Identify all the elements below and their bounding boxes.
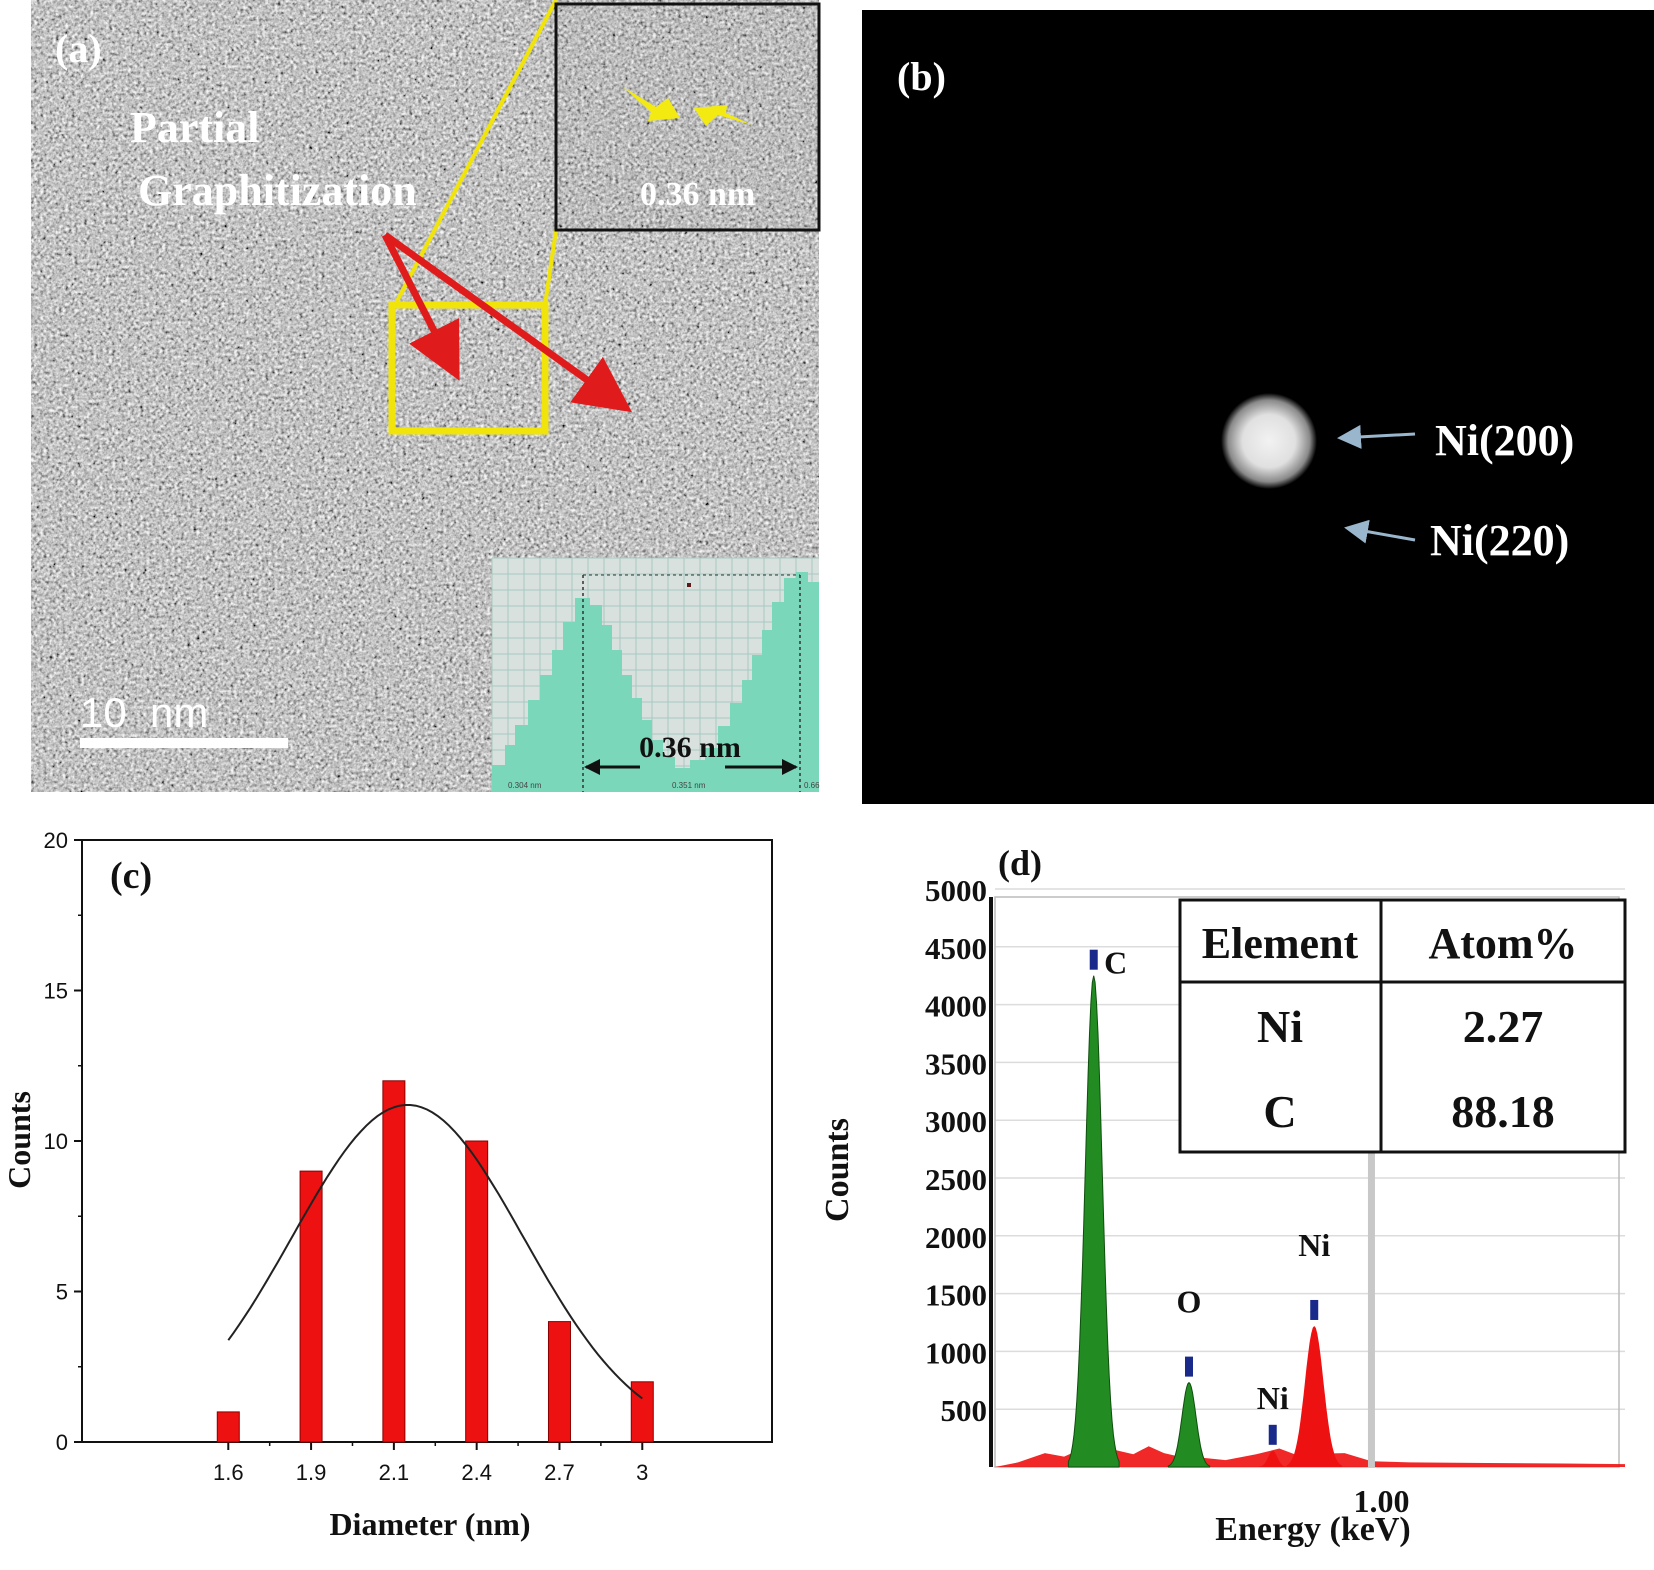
profile-tick-label: 0.351 nm [672, 781, 706, 790]
peak-marker-icon [1089, 949, 1098, 970]
zoom-connector-line [543, 229, 558, 306]
x-axis-label: Energy (keV) [1215, 1511, 1410, 1548]
zoom-connector-line [393, 0, 558, 306]
line-profile-inset: 0.36 nm 0.304 nm 0.351 nm 0.66 [491, 557, 820, 792]
peak-marker-icon [1268, 1424, 1277, 1445]
table-cell: Ni [1257, 1001, 1303, 1052]
spectrum-peak-c [1067, 975, 1120, 1468]
histogram-bar [216, 1411, 240, 1443]
y-tick-label: 3000 [925, 1104, 987, 1139]
x-axis-label: Diameter (nm) [329, 1506, 530, 1542]
y-tick-label: 4000 [925, 989, 987, 1024]
x-tick-label: 1.00 [1353, 1483, 1409, 1519]
annotation-line-1: Partial [130, 103, 260, 152]
y-tick-label: 15 [44, 979, 68, 1004]
yellow-arrow-icon [623, 87, 680, 121]
composition-table: Element Atom% Ni 2.27 C 88.18 [1178, 898, 1627, 1154]
ring-label-ni220: Ni(220) [1430, 516, 1569, 565]
y-tick-label: 5000 [925, 873, 987, 908]
annotation-line-2: Graphitization [138, 166, 417, 215]
histogram-bar [465, 1140, 489, 1443]
profile-marker [687, 583, 691, 587]
zoom-box [388, 301, 549, 435]
table-cell: C [1263, 1086, 1296, 1137]
histogram-bar [299, 1170, 323, 1443]
arrow-right-icon [782, 759, 798, 775]
peak-marker-icon [1184, 1356, 1193, 1377]
red-arrow-icon [381, 233, 460, 381]
table-cell: 88.18 [1451, 1086, 1555, 1137]
peak-label: Ni [1257, 1380, 1289, 1416]
spectrum-peak-ni [1258, 1450, 1287, 1467]
profile-spacing-label: 0.36 nm [639, 731, 741, 764]
x-tick-label: 3 [636, 1460, 648, 1485]
spectrum-peak-ni [1286, 1326, 1342, 1467]
inset-spacing-label: 0.36 nm [640, 176, 755, 213]
line-profile-area [492, 572, 819, 792]
red-arrow-icon [382, 232, 633, 413]
y-tick-label: 500 [941, 1393, 988, 1428]
panel-c-label: (c) [110, 855, 152, 897]
arrow-left-icon [584, 759, 600, 775]
histogram-bar [630, 1381, 654, 1443]
gaussian-fit-line [227, 1104, 643, 1400]
table-cell: 2.27 [1463, 1001, 1544, 1052]
y-axis-label: Counts [819, 1118, 856, 1222]
peak-marker-icon [1310, 1299, 1319, 1320]
y-tick-label: 10 [44, 1129, 68, 1154]
panel-a: (a) Partial Graphitization 0.36 nm 10 nm [31, 0, 821, 792]
y-tick-label: 2500 [925, 1162, 987, 1197]
scale-bar-label: 10 nm [80, 689, 208, 736]
histogram-bar [547, 1321, 571, 1443]
panel-c: (c) 0 5 10 15 20 1.6 1.9 2.1 2.4 2.7 3 Diameter (… [1, 828, 773, 1542]
profile-tick-label: 0.304 nm [508, 781, 542, 790]
ring-label-ni200: Ni(200) [1435, 416, 1574, 465]
diffraction-spot [1221, 393, 1317, 489]
scale-bar [80, 738, 288, 748]
table-header: Element [1202, 919, 1359, 968]
histogram-bar [382, 1080, 406, 1443]
peak-label: C [1104, 945, 1127, 981]
panel-b-label: (b) [897, 54, 946, 99]
y-tick-label: 1500 [925, 1278, 987, 1313]
x-tick-label: 2.7 [544, 1460, 575, 1485]
ring-arrow-icon [1344, 519, 1416, 544]
x-tick-label: 2.4 [461, 1460, 492, 1485]
y-axis-label: Counts [1, 1091, 37, 1189]
y-tick-label: 20 [44, 828, 68, 853]
y-tick-label: 4500 [925, 931, 987, 966]
y-tick-label: 0 [56, 1430, 68, 1455]
zoom-inset: 0.36 nm [554, 2, 821, 232]
y-tick-label: 3500 [925, 1046, 987, 1081]
panel-d-label: (d) [998, 843, 1042, 883]
x-tick-label: 1.9 [296, 1460, 327, 1485]
yellow-arrow-icon [694, 105, 752, 126]
spectrum-peak-o [1167, 1381, 1211, 1468]
peak-label: O [1177, 1284, 1202, 1320]
x-tick-label: 1.6 [213, 1460, 244, 1485]
panel-b: (b) Ni(200) Ni(220) [862, 10, 1654, 804]
y-tick-label: 5 [56, 1280, 68, 1305]
profile-tick-label: 0.66 [804, 781, 820, 790]
y-tick-label: 1000 [925, 1335, 987, 1370]
peak-label: Ni [1298, 1227, 1330, 1263]
ring-arrow-icon [1337, 424, 1416, 449]
y-tick-label: 2000 [925, 1220, 987, 1255]
x-tick-label: 2.1 [379, 1460, 410, 1485]
panel-d: (d) 500 1000 1500 2000 2500 3000 3500 4000 4500 5… [819, 843, 1627, 1548]
panel-a-label: (a) [55, 26, 102, 71]
plot-frame [81, 839, 773, 1443]
table-header: Atom% [1428, 919, 1577, 968]
